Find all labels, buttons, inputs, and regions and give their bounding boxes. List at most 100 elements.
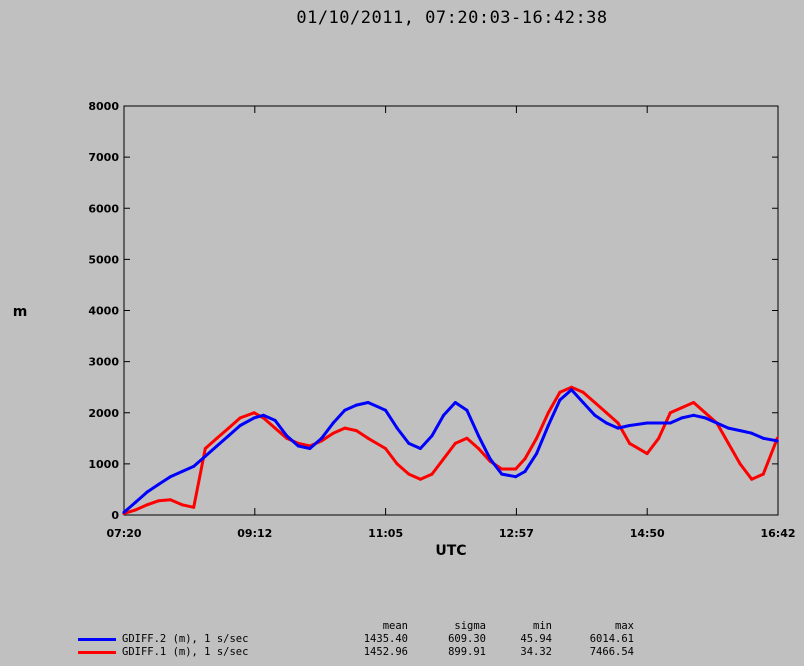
data-point — [418, 477, 422, 481]
data-point — [343, 426, 347, 430]
y-tick-label: 3000 — [88, 356, 119, 369]
data-point — [418, 447, 422, 450]
y-tick-label: 0 — [111, 509, 119, 522]
data-point — [296, 444, 300, 448]
data-point — [430, 434, 434, 438]
data-point — [692, 401, 696, 404]
legend-swatch-gdiff2 — [78, 637, 116, 641]
data-point — [546, 424, 550, 427]
data-point — [145, 490, 149, 494]
series-line-gdiff1 — [123, 385, 779, 515]
x-axis-title: UTC — [435, 543, 466, 559]
data-point — [320, 436, 324, 440]
data-point — [215, 436, 219, 440]
stats-header-min: min — [533, 620, 552, 632]
data-point — [238, 416, 242, 420]
data-point — [500, 472, 504, 476]
series-layer — [122, 385, 779, 515]
data-point — [453, 401, 457, 404]
stats-legend: mean sigma min max GDIFF.2 (m), 1 s/sec … — [78, 620, 634, 659]
data-point — [593, 401, 597, 404]
data-point — [558, 398, 562, 402]
data-point — [192, 464, 196, 468]
data-point — [227, 426, 231, 430]
data-point — [366, 436, 370, 440]
data-point — [726, 426, 730, 430]
data-point — [477, 434, 480, 438]
data-point — [180, 470, 184, 473]
data-point — [180, 503, 184, 507]
data-point — [761, 436, 765, 440]
data-point — [570, 388, 573, 392]
y-axis-title: m — [13, 304, 28, 320]
y-tick-label: 4000 — [88, 305, 119, 318]
data-point — [252, 416, 256, 420]
data-point — [273, 418, 277, 422]
data-point — [331, 431, 335, 435]
y-tick-label: 1000 — [88, 458, 119, 471]
data-point — [703, 411, 707, 415]
data-point — [523, 470, 527, 473]
y-tick-label: 8000 — [88, 100, 119, 113]
legend-label: GDIFF.1 (m), 1 s/sec — [122, 646, 249, 658]
data-point — [157, 482, 161, 486]
x-axis: 07:20 09:12 11:05 12:57 14:50 16:42 — [106, 106, 796, 540]
x-tick-label: 07:20 — [106, 527, 141, 540]
data-point — [761, 472, 765, 476]
data-point — [354, 403, 358, 407]
data-point — [215, 444, 219, 448]
data-point — [668, 411, 672, 415]
legend-label: GDIFF.2 (m), 1 s/sec — [122, 633, 249, 645]
plot-background — [123, 105, 779, 516]
data-point — [203, 454, 207, 458]
data-point — [442, 457, 446, 461]
stat-max: 7466.54 — [589, 646, 634, 658]
x-tick-label: 11:05 — [368, 527, 403, 540]
data-point — [122, 510, 126, 514]
data-point — [227, 434, 231, 438]
data-point — [465, 408, 469, 412]
stat-mean: 1435.40 — [363, 633, 408, 645]
data-point — [354, 429, 358, 433]
data-point — [430, 472, 434, 476]
data-point — [558, 390, 562, 394]
data-point — [145, 503, 149, 507]
data-point — [477, 447, 480, 450]
stat-min: 45.94 — [520, 633, 552, 645]
data-point — [680, 416, 684, 420]
data-point — [535, 436, 539, 440]
data-point — [628, 424, 632, 427]
data-point — [657, 421, 661, 425]
data-point — [395, 462, 399, 466]
data-point — [252, 411, 256, 415]
data-point — [668, 421, 672, 425]
data-point — [738, 429, 742, 433]
data-point — [343, 408, 347, 412]
data-point — [546, 411, 550, 415]
data-point — [616, 426, 620, 430]
data-point — [593, 413, 597, 417]
data-point — [168, 498, 172, 502]
data-point — [273, 426, 277, 430]
data-point — [514, 467, 518, 471]
data-point — [645, 452, 649, 456]
data-point — [488, 457, 492, 461]
stat-sigma: 899.91 — [448, 646, 486, 658]
data-point — [238, 424, 242, 427]
y-tick-label: 5000 — [88, 253, 119, 266]
y-tick-label: 2000 — [88, 407, 119, 420]
chart-title: 01/10/2011, 07:20:03-16:42:38 — [296, 8, 608, 28]
data-point — [407, 441, 411, 445]
stats-header-sigma: sigma — [454, 620, 486, 632]
x-tick-label: 16:42 — [760, 527, 795, 540]
data-point — [285, 434, 289, 438]
data-point — [366, 401, 370, 404]
data-point — [645, 421, 649, 425]
data-point — [726, 441, 730, 445]
data-point — [750, 477, 754, 481]
series-line-gdiff2 — [122, 388, 778, 514]
x-tick-label: 12:57 — [499, 527, 534, 540]
data-point — [775, 439, 779, 443]
x-tick-label: 09:12 — [237, 527, 272, 540]
data-point — [738, 462, 742, 466]
